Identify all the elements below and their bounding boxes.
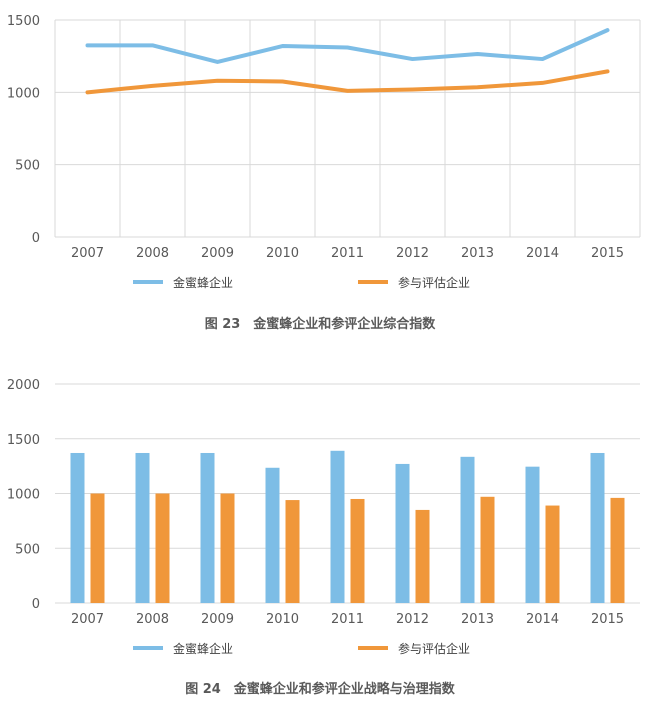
x-tick-label: 2009 (201, 612, 234, 627)
grid (55, 383, 640, 604)
y-tick-label: 500 (15, 542, 40, 557)
bar-series-1 (415, 509, 430, 603)
bar-series-1 (480, 496, 495, 603)
bar-series-1 (220, 493, 235, 603)
legend-label: 参与评估企业 (398, 275, 470, 290)
bar-series-0 (200, 452, 215, 603)
bar-series-1 (285, 500, 300, 603)
bar-series-0 (395, 463, 410, 603)
x-tick-label: 2013 (461, 612, 494, 627)
series-lines (85, 28, 610, 95)
bar-series-0 (590, 452, 605, 603)
x-tick-label: 2007 (71, 612, 104, 627)
y-tick-label: 2000 (7, 378, 40, 393)
y-axis-ticks: 0 500 1000 1500 (7, 14, 40, 246)
y-axis-ticks: 0 500 1000 1500 2000 (7, 378, 40, 612)
chart-strategy-governance-index: 0 500 1000 1500 2000 2007 2008 2009 2010 2011 201… (7, 378, 640, 697)
legend-label: 参与评估企业 (398, 641, 470, 656)
x-tick-label: 2014 (526, 612, 559, 627)
x-tick-label: 2008 (136, 246, 169, 261)
x-tick-label: 2012 (396, 612, 429, 627)
x-tick-label: 2011 (331, 612, 364, 627)
y-tick-label: 0 (32, 231, 40, 246)
y-tick-label: 1500 (7, 433, 40, 448)
y-tick-label: 1000 (7, 488, 40, 503)
chart-composite-index: 0 500 1000 1500 2007 2008 2009 2010 2011 2012 201… (7, 14, 641, 332)
series-bars (70, 450, 625, 603)
x-tick-label: 2007 (71, 246, 104, 261)
x-tick-label: 2010 (266, 612, 299, 627)
bar-series-1 (90, 493, 105, 603)
bar-series-1 (350, 498, 365, 603)
y-tick-label: 500 (15, 159, 40, 174)
bar-series-1 (545, 505, 560, 603)
x-tick-label: 2012 (396, 246, 429, 261)
chart-caption: 图 23 金蜜蜂企业和参评企业综合指数 (205, 316, 437, 332)
chart-caption: 图 24 金蜜蜂企业和参评企业战略与治理指数 (185, 681, 456, 697)
x-tick-label: 2013 (461, 246, 494, 261)
x-axis-ticks: 2007 2008 2009 2010 2011 2012 2013 2014 2015 (71, 246, 624, 261)
x-tick-label: 2014 (526, 246, 559, 261)
x-tick-label: 2008 (136, 612, 169, 627)
x-tick-label: 2010 (266, 246, 299, 261)
x-tick-label: 2009 (201, 246, 234, 261)
x-axis-ticks: 2007 2008 2009 2010 2011 2012 2013 2014 2015 (71, 612, 624, 627)
bar-series-1 (610, 497, 625, 603)
x-tick-label: 2015 (591, 246, 624, 261)
x-tick-label: 2011 (331, 246, 364, 261)
y-tick-label: 1500 (7, 14, 40, 29)
series-line-1 (85, 69, 610, 95)
legend: 金蜜蜂企业 参与评估企业 (133, 641, 470, 656)
bar-series-0 (330, 450, 345, 603)
bar-series-0 (70, 452, 85, 603)
bar-series-0 (525, 466, 540, 603)
legend: 金蜜蜂企业 参与评估企业 (133, 275, 470, 290)
legend-label: 金蜜蜂企业 (173, 641, 233, 656)
x-tick-label: 2015 (591, 612, 624, 627)
bar-series-0 (460, 456, 475, 603)
series-line-0 (85, 28, 610, 64)
bar-series-0 (135, 452, 150, 603)
legend-label: 金蜜蜂企业 (173, 275, 233, 290)
bar-series-1 (155, 493, 170, 603)
y-tick-label: 1000 (7, 86, 40, 101)
bar-series-0 (265, 467, 280, 603)
y-tick-label: 0 (32, 597, 40, 612)
